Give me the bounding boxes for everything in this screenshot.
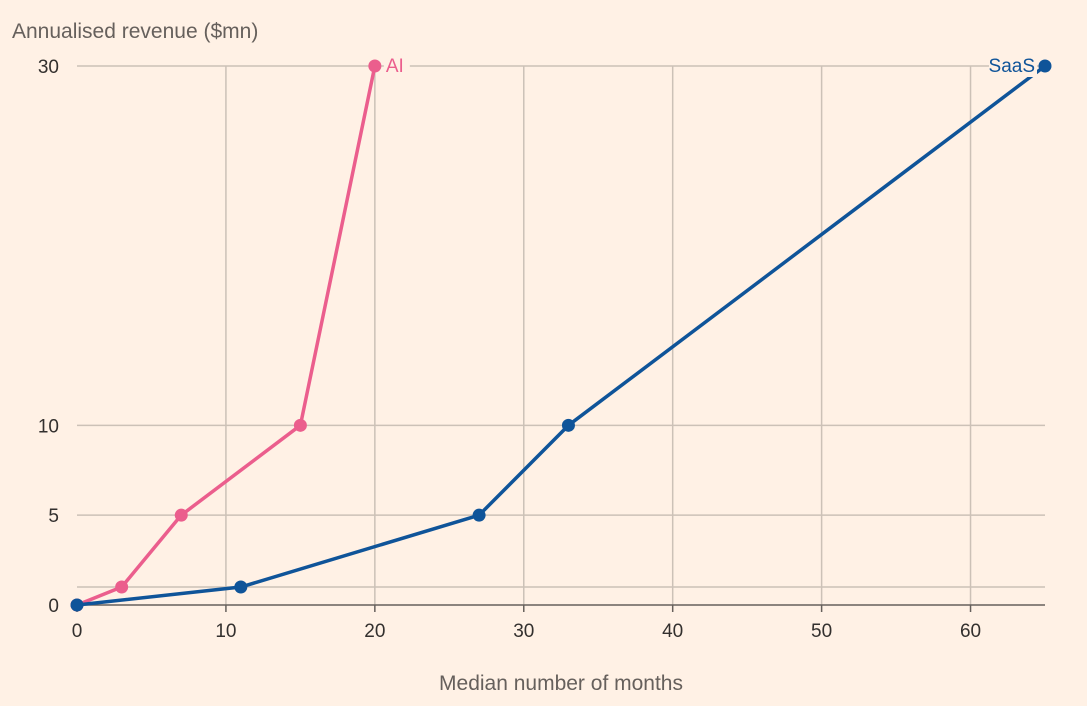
data-point-saas (561, 418, 575, 432)
y-tick-label: 10 (38, 416, 59, 437)
x-tick-label: 30 (513, 621, 534, 642)
gridlines (77, 65, 1045, 605)
data-point-saas (70, 598, 84, 612)
y-tick-label: 5 (48, 506, 59, 527)
series-saas (70, 59, 1052, 612)
data-point-ai (368, 59, 382, 73)
series-label-backing (383, 53, 410, 77)
series-label-saas: SaaS (989, 56, 1035, 77)
x-axis-title: Median number of months (439, 672, 683, 695)
y-axis-title: Annualised revenue ($mn) (12, 20, 258, 43)
data-point-saas (1038, 59, 1052, 73)
y-tick-label: 30 (38, 57, 59, 78)
data-point-ai (115, 580, 129, 594)
series-labels: AI SaaS (383, 53, 1037, 77)
x-tick-label: 50 (811, 621, 832, 642)
series-lines (70, 59, 1052, 612)
series-line-saas (75, 64, 1047, 607)
series-label-backing (989, 53, 1037, 77)
series-label-ai: AI (386, 56, 404, 77)
data-point-ai (293, 418, 307, 432)
x-tick-label: 0 (72, 621, 83, 642)
axes: 0 10 20 30 40 50 60 0 5 10 30 (38, 57, 1045, 642)
data-point-saas (472, 508, 486, 522)
x-tick-label: 60 (960, 621, 981, 642)
x-tick-label: 20 (364, 621, 385, 642)
y-tick-label: 0 (48, 596, 59, 617)
data-point-ai (174, 508, 188, 522)
x-tick-label: 10 (215, 621, 236, 642)
data-point-saas (234, 580, 248, 594)
x-tick-label: 40 (662, 621, 683, 642)
